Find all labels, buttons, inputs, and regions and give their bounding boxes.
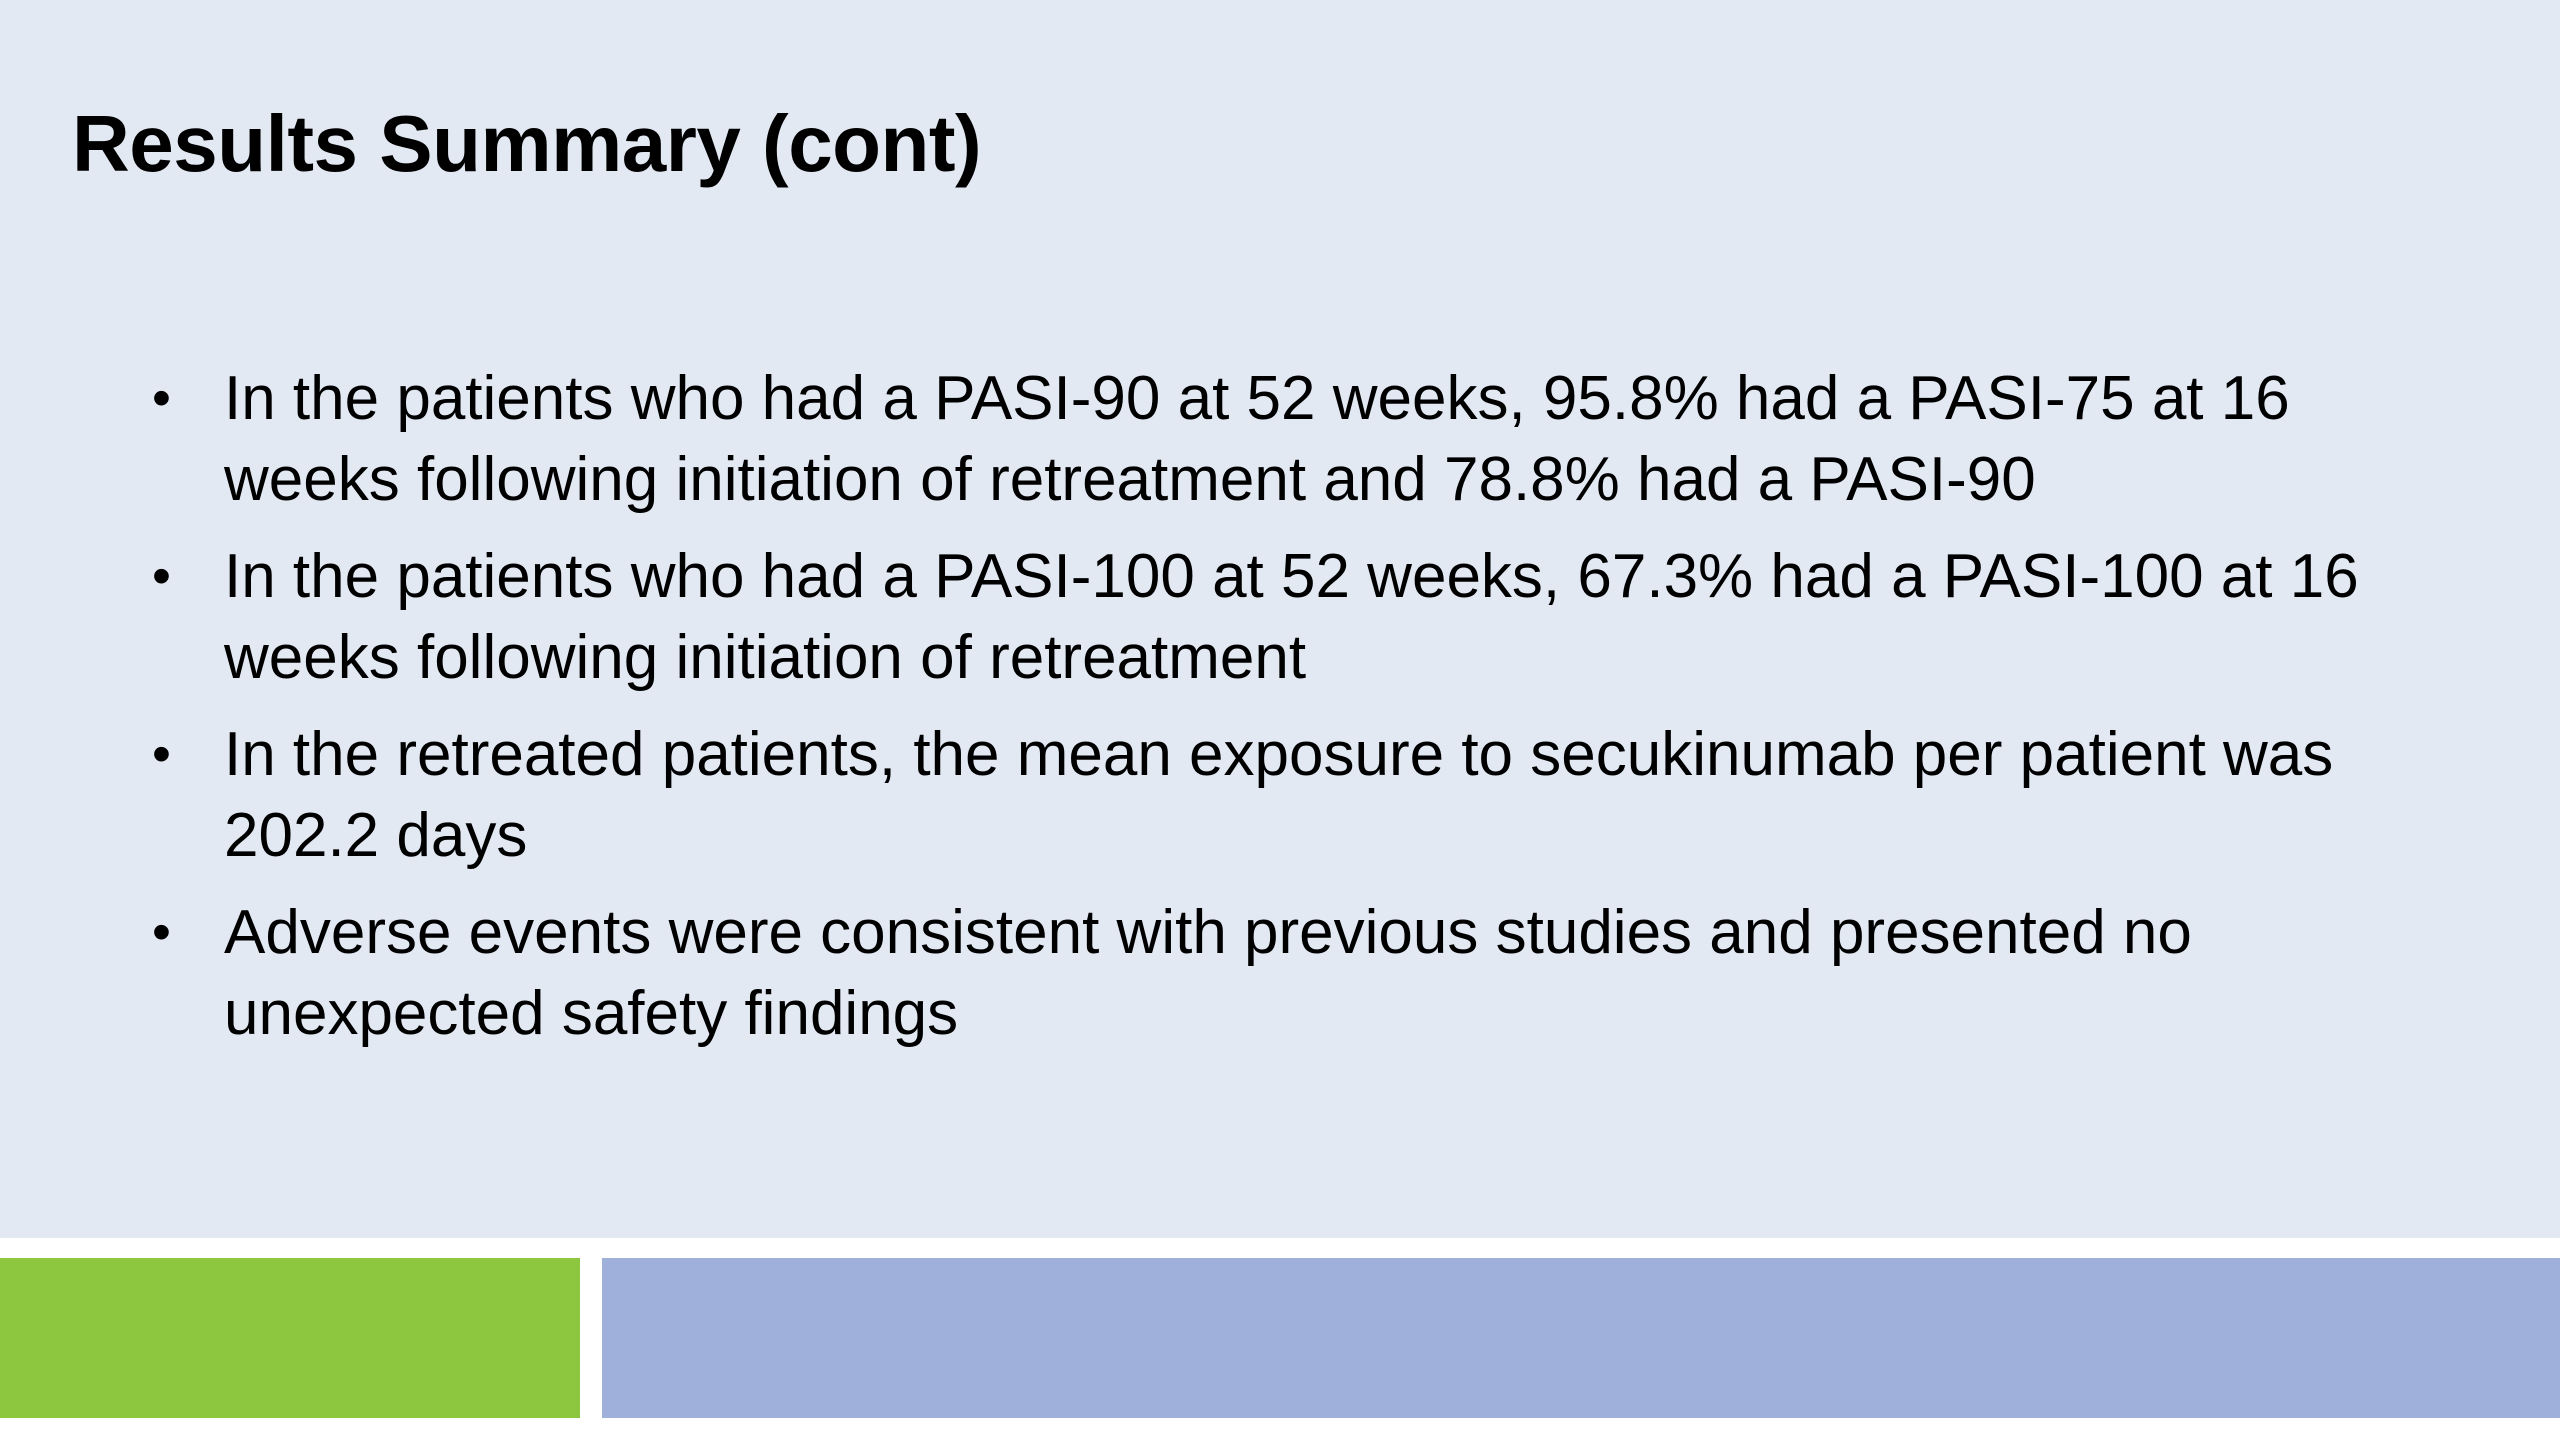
bullet-text: In the patients who had a PASI-100 at 52… — [224, 542, 2359, 692]
bullet-text: In the retreated patients, the mean expo… — [224, 720, 2334, 870]
bullet-item: • In the patients who had a PASI-100 at … — [148, 536, 2448, 698]
bullet-dot-icon: • — [152, 546, 171, 606]
footer-divider — [0, 1238, 2560, 1258]
slide-content-area: Results Summary (cont) • In the patients… — [0, 0, 2560, 1238]
footer-green-block — [0, 1258, 580, 1418]
slide-title: Results Summary (cont) — [72, 99, 982, 188]
bullet-text: In the patients who had a PASI-90 at 52 … — [224, 364, 2290, 514]
bottom-border — [0, 1418, 2560, 1440]
bullet-item: • In the retreated patients, the mean ex… — [148, 714, 2448, 876]
bullet-dot-icon: • — [152, 724, 171, 784]
bullet-list: • In the patients who had a PASI-90 at 5… — [148, 358, 2448, 1070]
bullet-text: Adverse events were consistent with prev… — [224, 898, 2192, 1048]
bullet-item: • In the patients who had a PASI-90 at 5… — [148, 358, 2448, 520]
bullet-dot-icon: • — [152, 902, 171, 962]
footer-blue-block — [602, 1258, 2560, 1418]
bullet-item: • Adverse events were consistent with pr… — [148, 892, 2448, 1054]
bullet-dot-icon: • — [152, 368, 171, 428]
